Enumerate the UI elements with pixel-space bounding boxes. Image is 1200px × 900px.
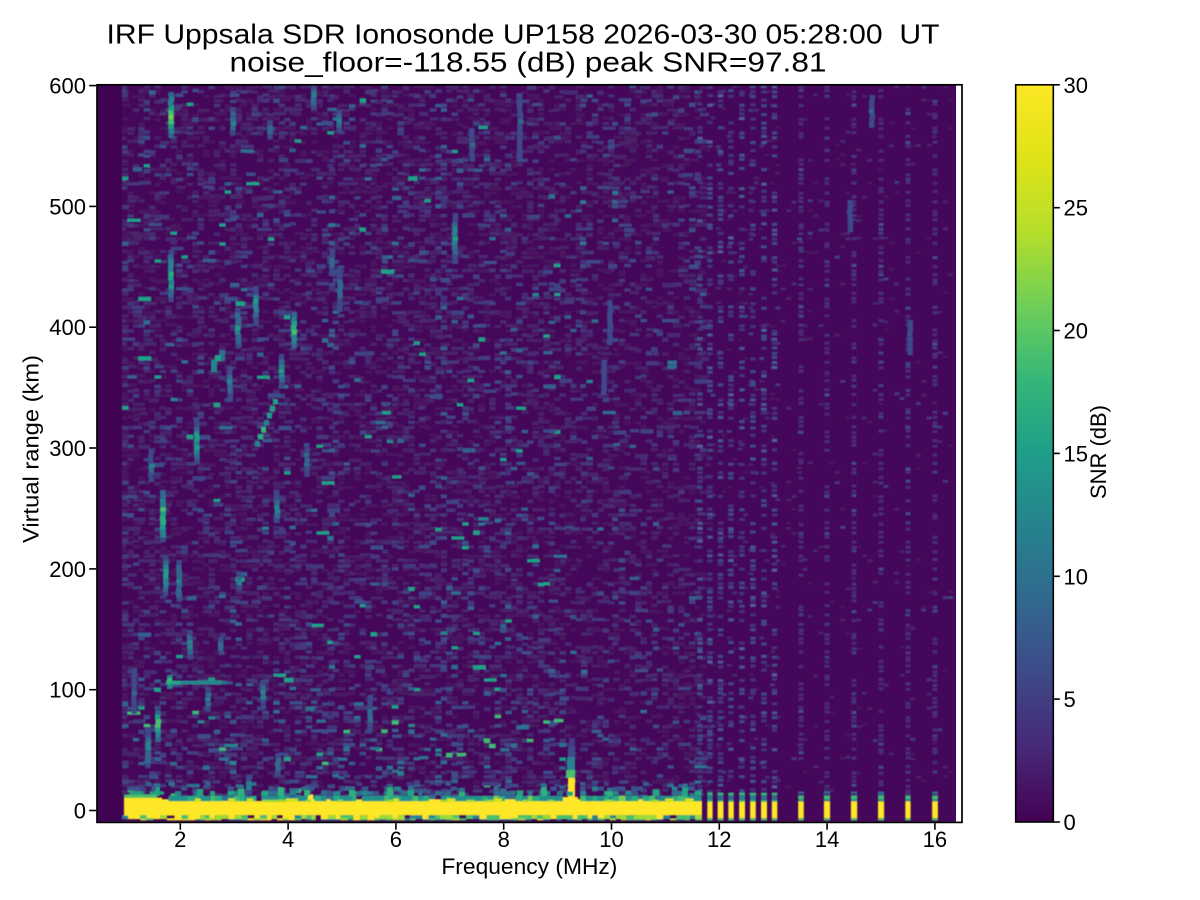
svg-text:15: 15 <box>1064 441 1088 466</box>
svg-text:25: 25 <box>1064 196 1088 221</box>
svg-text:SNR (dB): SNR (dB) <box>1086 405 1111 499</box>
svg-text:Frequency (MHz): Frequency (MHz) <box>441 854 617 879</box>
svg-text:200: 200 <box>49 557 86 582</box>
svg-text:400: 400 <box>49 315 86 340</box>
svg-text:30: 30 <box>1064 73 1088 98</box>
svg-text:16: 16 <box>923 827 947 852</box>
svg-text:10: 10 <box>599 827 623 852</box>
svg-text:100: 100 <box>49 678 86 703</box>
svg-text:0: 0 <box>1064 810 1076 835</box>
svg-text:600: 600 <box>49 74 86 99</box>
svg-text:500: 500 <box>49 194 86 219</box>
svg-text:14: 14 <box>815 827 839 852</box>
svg-text:6: 6 <box>390 827 402 852</box>
svg-text:20: 20 <box>1064 319 1088 344</box>
svg-text:Virtual range (km): Virtual range (km) <box>19 355 44 543</box>
svg-text:4: 4 <box>282 827 294 852</box>
svg-text:300: 300 <box>49 436 86 461</box>
svg-text:0: 0 <box>74 799 86 824</box>
svg-text:8: 8 <box>498 827 510 852</box>
svg-text:IRF Uppsala SDR Ionosonde UP15: IRF Uppsala SDR Ionosonde UP158 2026-03-… <box>107 19 940 50</box>
svg-text:noise_floor=-118.55 (dB) peak: noise_floor=-118.55 (dB) peak SNR=97.81 <box>230 47 827 78</box>
svg-text:5: 5 <box>1064 687 1076 712</box>
svg-text:10: 10 <box>1064 564 1088 589</box>
svg-text:2: 2 <box>174 827 186 852</box>
svg-text:12: 12 <box>707 827 731 852</box>
